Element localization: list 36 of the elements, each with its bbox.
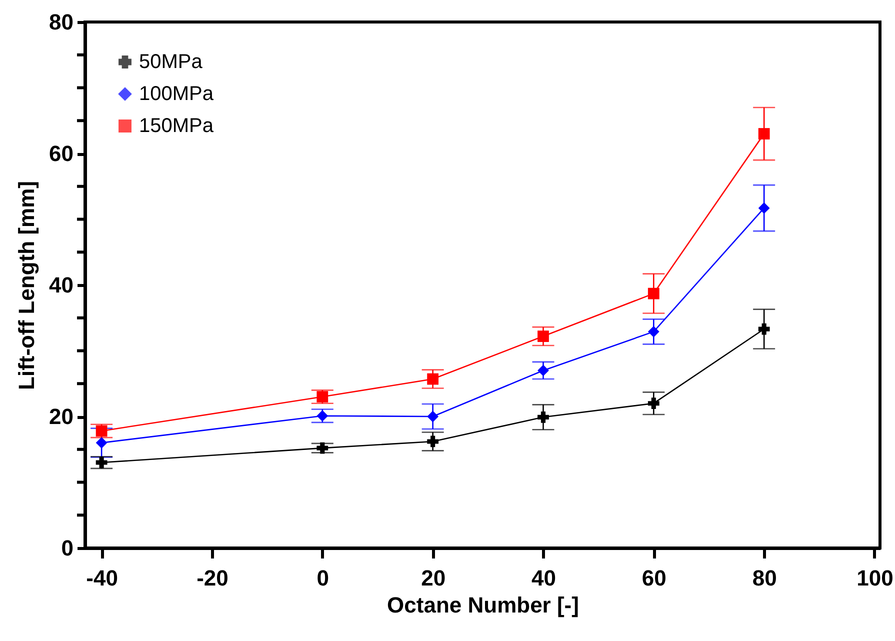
point (538, 330, 549, 342)
point (427, 436, 439, 448)
y-tick-label: 60 (49, 141, 74, 166)
legend-label: 150MPa (139, 115, 214, 137)
point (316, 391, 328, 402)
legend-label: 50MPa (139, 51, 204, 73)
y-tick-label: 0 (61, 536, 74, 560)
y-tick-label: 20 (49, 404, 74, 429)
point (96, 456, 108, 468)
point (96, 437, 108, 448)
point (427, 373, 439, 385)
x-axis-title: Octane Number [-] (387, 592, 579, 618)
x-tick-label: 60 (642, 566, 666, 590)
x-tick-label: 20 (421, 566, 446, 590)
x-tick-label: -20 (196, 566, 228, 590)
x-tick-label: 100 (856, 566, 894, 590)
x-tick-label: 0 (316, 566, 330, 590)
x-tick-label: 40 (531, 566, 556, 590)
y-axis-title: Lift-off Length [mm] (14, 181, 40, 390)
point (316, 410, 328, 422)
y-tick-label: 80 (49, 10, 74, 34)
legend-label: 100MPa (139, 83, 214, 105)
point (758, 128, 770, 140)
point (538, 364, 549, 376)
y-tick-label: 40 (49, 272, 74, 298)
point (427, 410, 439, 422)
point (758, 202, 770, 214)
point (316, 442, 328, 454)
x-tick-label: 80 (752, 566, 777, 590)
point (648, 326, 660, 338)
point (758, 323, 770, 335)
x-tick-label: -40 (86, 566, 118, 590)
point (538, 411, 549, 423)
point (648, 288, 660, 300)
point (96, 425, 108, 437)
point (648, 398, 660, 410)
